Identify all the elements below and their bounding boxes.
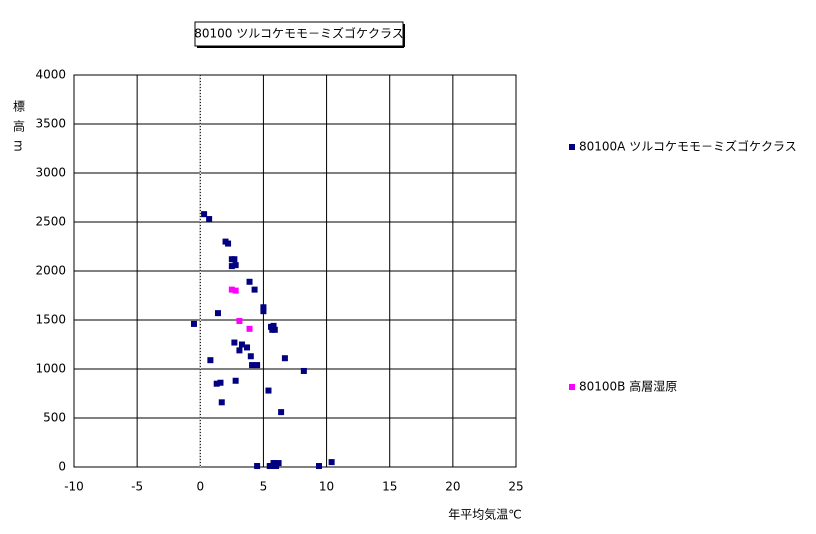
point bbox=[238, 341, 245, 348]
x-tick-label: -5 bbox=[131, 480, 143, 494]
x-tick-label: -10 bbox=[64, 480, 84, 494]
point bbox=[315, 463, 322, 470]
y-tick-label: 0 bbox=[58, 460, 66, 474]
point bbox=[278, 409, 285, 416]
legend-label: 80100A ツルコケモモ－ミズゴケクラス bbox=[579, 139, 797, 154]
point bbox=[269, 326, 276, 333]
point bbox=[247, 353, 254, 360]
point bbox=[201, 211, 208, 218]
point bbox=[236, 317, 243, 324]
point bbox=[217, 379, 224, 386]
point bbox=[273, 463, 280, 470]
x-tick-label: 20 bbox=[445, 480, 460, 494]
x-tick-label: 25 bbox=[508, 480, 523, 494]
x-tick-label: 0 bbox=[196, 480, 204, 494]
x-tick-label: 10 bbox=[319, 480, 334, 494]
y-tick-label: 2500 bbox=[35, 215, 66, 229]
point bbox=[269, 463, 276, 470]
point bbox=[265, 387, 272, 394]
point bbox=[225, 240, 232, 247]
point bbox=[206, 216, 213, 223]
point bbox=[218, 399, 225, 406]
point bbox=[246, 278, 253, 285]
y-tick-label: 4000 bbox=[35, 68, 66, 82]
point bbox=[244, 344, 251, 351]
point bbox=[249, 362, 256, 369]
point bbox=[254, 362, 261, 369]
point bbox=[231, 256, 238, 263]
point bbox=[190, 320, 197, 327]
point bbox=[232, 377, 239, 384]
x-axis-label: 年平均気温℃ bbox=[448, 507, 521, 522]
point bbox=[328, 459, 335, 466]
point bbox=[232, 287, 239, 294]
title-box bbox=[194, 21, 404, 47]
legend-swatch bbox=[569, 144, 575, 150]
y-tick-label: 3000 bbox=[35, 166, 66, 180]
point bbox=[231, 339, 238, 346]
x-tick-label: 15 bbox=[382, 480, 397, 494]
y-tick-label: 2000 bbox=[35, 264, 66, 278]
y-tick-label: 1500 bbox=[35, 313, 66, 327]
point bbox=[260, 308, 267, 315]
legend-label: 80100B 高層湿原 bbox=[579, 379, 677, 394]
point bbox=[214, 310, 221, 317]
point bbox=[232, 262, 239, 269]
point bbox=[236, 347, 243, 354]
point bbox=[254, 463, 261, 470]
y-tick-label: 500 bbox=[43, 411, 66, 425]
y-tick-label: 1000 bbox=[35, 362, 66, 376]
point bbox=[281, 355, 288, 362]
x-tick-label: 5 bbox=[260, 480, 268, 494]
point bbox=[270, 322, 277, 329]
point bbox=[213, 380, 220, 387]
point bbox=[207, 357, 214, 364]
point bbox=[228, 263, 235, 270]
y-axis-label: 標高m bbox=[12, 100, 26, 160]
legend-swatch bbox=[569, 384, 575, 390]
point bbox=[246, 325, 253, 332]
point bbox=[300, 367, 307, 374]
chart-title: 80100 ツルコケモモ－ミズゴケクラス bbox=[194, 26, 404, 41]
point bbox=[260, 304, 267, 311]
point bbox=[251, 286, 258, 293]
y-tick-label: 3500 bbox=[35, 117, 66, 131]
point bbox=[228, 286, 235, 293]
